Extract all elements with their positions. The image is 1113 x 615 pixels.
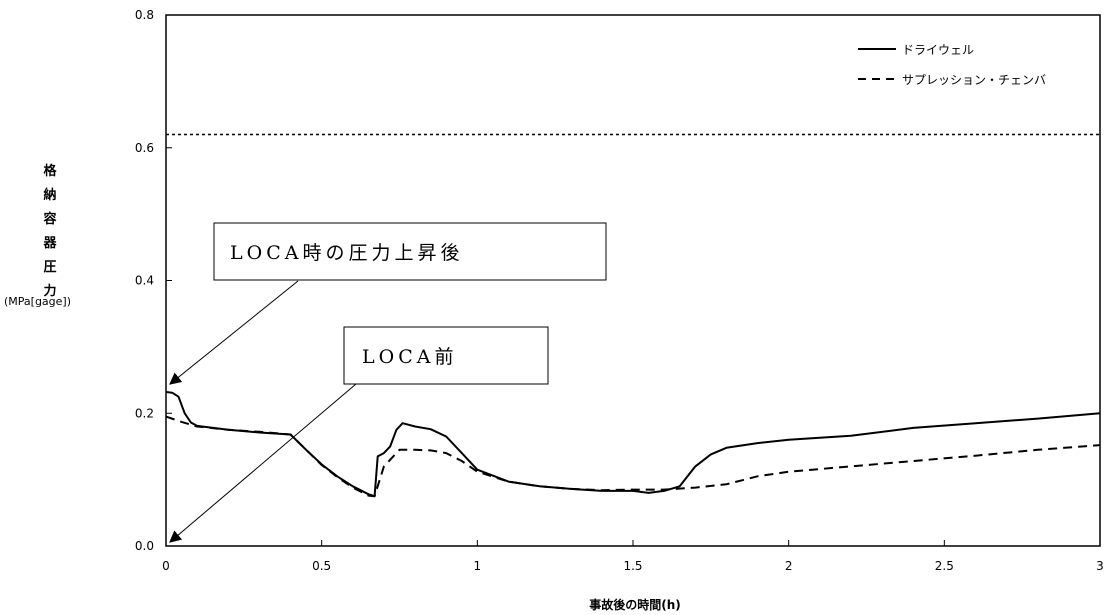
x-axis: 0 0.5 1 1.5 2 2.5 3 <box>162 540 1104 573</box>
y-tick-label: 0.2 <box>135 406 154 420</box>
x-tick-label: 2 <box>785 559 793 573</box>
x-tick-label: 0.5 <box>312 559 331 573</box>
y-axis-label-char: 圧 <box>43 260 56 275</box>
y-tick-label: 0.4 <box>135 274 154 288</box>
x-tick-label: 1 <box>474 559 482 573</box>
annotation-box-before-loca <box>343 326 549 385</box>
y-tick-label: 0.8 <box>135 8 154 22</box>
x-tick-label: 1.5 <box>623 559 642 573</box>
y-tick-label: 0.0 <box>135 539 154 553</box>
x-axis-label: 事故後の時間(h) <box>589 597 681 612</box>
y-tick-label: 0.6 <box>135 141 154 155</box>
annotation-text-before-loca: LOCA前 <box>362 346 457 368</box>
x-tick-label: 2.5 <box>935 559 954 573</box>
x-tick-label: 3 <box>1096 559 1104 573</box>
annotation-after-loca: LOCA時の圧力上昇後 <box>169 222 607 385</box>
annotation-box-after-loca <box>213 222 607 281</box>
y-axis-label-char: 容 <box>42 211 56 227</box>
legend-label-drywell: ドライウェル <box>902 43 974 57</box>
legend-label-suppression-chamber: サプレッション・チェンバ <box>902 73 1046 87</box>
annotation-before-loca: LOCA前 <box>169 326 549 543</box>
y-axis-label-char: 力 <box>43 283 56 299</box>
legend: ドライウェル サプレッション・チェンバ <box>858 43 1046 87</box>
annotation-text-after-loca: LOCA時の圧力上昇後 <box>230 242 463 264</box>
y-axis-label-char: 格 <box>43 163 57 179</box>
y-axis-unit-label: (MPa[gage]) <box>4 295 71 308</box>
series-line-suppression-chamber <box>165 415 1101 498</box>
annotation-arrow-after-loca <box>169 280 299 385</box>
x-tick-label: 0 <box>162 559 170 573</box>
y-axis-label-char: 器 <box>42 236 57 251</box>
series-line-drywell <box>165 391 1101 498</box>
y-axis-label-char: 納 <box>43 187 56 203</box>
annotation-arrow-before-loca <box>169 383 357 543</box>
y-axis: 0.0 0.2 0.4 0.6 0.8 <box>135 8 172 553</box>
series-lines <box>165 391 1101 498</box>
